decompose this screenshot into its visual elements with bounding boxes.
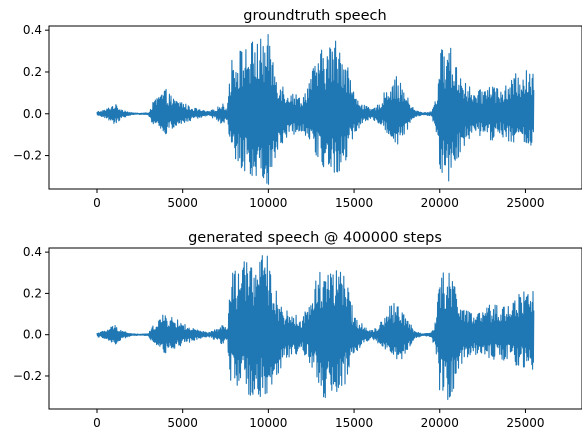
x-tick-label-generated: 20000 — [421, 416, 459, 430]
axes-ticks-generated: 0 5000 10000 15000 20000 25000 −0.2 0.0 0.2 0.4 — [13, 245, 545, 430]
y-tick-label-generated: 0.0 — [23, 328, 42, 342]
chart-title-groundtruth: groundtruth speech — [243, 8, 386, 24]
x-tick-label-groundtruth: 10000 — [249, 196, 287, 210]
axes-frame-groundtruth — [48, 25, 582, 190]
axes-ticks-groundtruth: 0 5000 10000 15000 20000 25000 −0.2 0.0 0.2 0.4 — [13, 23, 545, 210]
x-tick-label-generated: 10000 — [249, 416, 287, 430]
chart-title-generated: generated speech @ 400000 steps — [188, 230, 442, 246]
y-tick-label-groundtruth: 0.2 — [23, 65, 42, 79]
y-tick-label-generated: −0.2 — [13, 369, 42, 383]
y-tick-label-groundtruth: 0.0 — [23, 107, 42, 121]
y-tick-label-groundtruth: 0.4 — [23, 23, 42, 37]
axes-frame-generated — [48, 247, 582, 410]
x-tick-label-generated: 25000 — [506, 416, 544, 430]
y-tick-label-generated: 0.2 — [23, 286, 42, 300]
waveform-line-generated — [96, 255, 535, 401]
x-tick-label-generated: 0 — [93, 416, 101, 430]
y-tick-label-groundtruth: −0.2 — [13, 149, 42, 163]
waveform-line-groundtruth — [96, 33, 535, 185]
plot-area-groundtruth — [96, 33, 535, 185]
subplot-generated: generated speech @ 400000 steps 0 5000 100… — [13, 230, 582, 430]
x-tick-label-generated: 5000 — [167, 416, 198, 430]
x-tick-label-groundtruth: 15000 — [335, 196, 373, 210]
plot-area-generated — [96, 255, 535, 401]
x-tick-label-groundtruth: 20000 — [421, 196, 459, 210]
x-tick-label-groundtruth: 0 — [93, 196, 101, 210]
subplot-groundtruth: groundtruth speech 0 5000 10000 15000 20000 2… — [13, 8, 582, 210]
y-tick-label-generated: 0.4 — [23, 245, 42, 259]
x-tick-label-groundtruth: 25000 — [506, 196, 544, 210]
x-tick-label-groundtruth: 5000 — [167, 196, 198, 210]
x-tick-label-generated: 15000 — [335, 416, 373, 430]
